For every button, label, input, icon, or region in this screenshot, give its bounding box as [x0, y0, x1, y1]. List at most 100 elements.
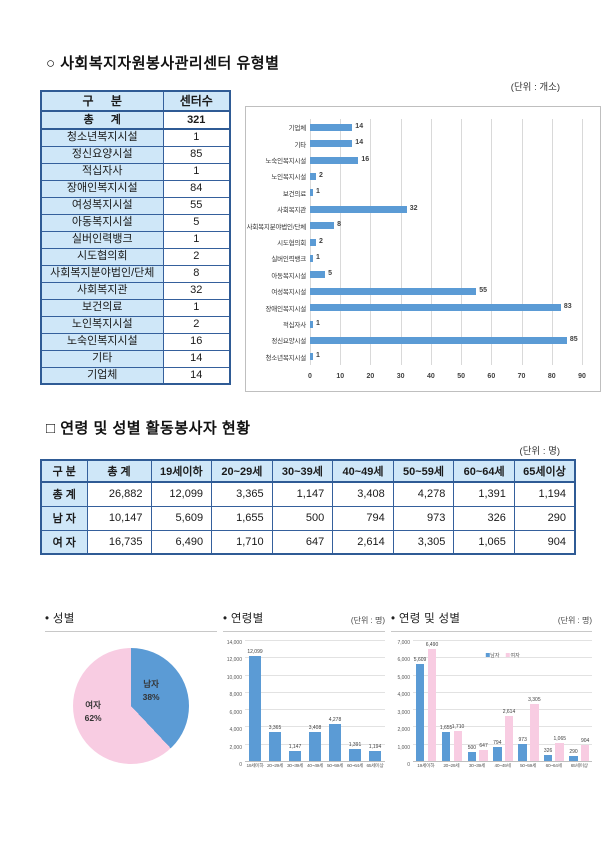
x-axis-labels: 19세이하 20~29세 30~39세 40~49세 50~59세 60~64세 65세이상 [413, 762, 592, 769]
y-tick-label: 1,000 [397, 744, 410, 751]
bar [580, 745, 590, 761]
pie-label-male: 남자 38% [142, 679, 160, 702]
bar-row: 사회복지관 32 [246, 201, 582, 217]
bar-value-label: 6,490 [425, 641, 439, 648]
row-value: 14 [162, 366, 231, 385]
bar-value-label: 647 [479, 742, 488, 749]
bar [453, 731, 463, 761]
bar-value-label: 290 [569, 749, 578, 755]
bars-container: 12,099 3,365 1,147 3,408 4,278 1,391 1,194 [245, 640, 385, 761]
column-header: 총 계 [86, 459, 152, 483]
bar-group: 500 647 [465, 640, 490, 761]
row-value: 32 [162, 281, 231, 300]
bar-group: 326 1,065 [541, 640, 566, 761]
row-label: 정신요양시설 [40, 145, 164, 164]
cell-value: 973 [392, 505, 455, 531]
gridline [245, 726, 385, 728]
bar-value-label: 85 [569, 335, 578, 343]
x-tick-label: 40 [426, 373, 435, 380]
table-row: 노인복지시설 2 [40, 315, 231, 334]
category-label: 노인복지시설 [271, 174, 306, 182]
bar-slot: 3,365 [265, 640, 285, 761]
bar [310, 156, 359, 164]
bar-value-label: 1 [316, 352, 320, 360]
bar-value-label: 1,710 [451, 724, 465, 731]
x-tick-label: 20~29세 [443, 764, 460, 769]
row-label: 보건의료 [40, 298, 164, 317]
row-label: 아동복지시설 [40, 213, 164, 232]
cell-value: 1,655 [211, 505, 273, 531]
row-value: 84 [162, 179, 231, 198]
bar-column: 794 [492, 640, 503, 761]
bar-row: 실버인력뱅크 1 [246, 250, 582, 266]
bar-slot: 1,194 [365, 640, 385, 761]
table-row: 총 계 26,882 12,099 3,365 1,147 3,408 4,278 1,391… [40, 481, 576, 507]
table-row: 실버인력뱅크 1 [40, 230, 231, 249]
row-label: 노인복지시설 [40, 315, 164, 334]
x-tick-label: 30 [396, 373, 405, 380]
gridline [413, 691, 592, 693]
bar-group: 794 2,614 [490, 640, 515, 761]
bar-group: 1,655 1,710 [439, 640, 465, 761]
x-tick-label: 50~59세 [520, 764, 537, 769]
bar-value-label: 1,065 [553, 735, 567, 742]
y-tick-label: 2,000 [397, 727, 410, 734]
male-swatch [485, 653, 490, 658]
gridline [245, 640, 385, 641]
bar-value-label: 4,278 [328, 717, 342, 724]
y-tick-label: 4,000 [229, 727, 242, 734]
cell-value: 16,735 [86, 529, 152, 555]
bar-value-label: 973 [518, 737, 527, 744]
x-tick-label: 70 [517, 373, 526, 380]
bar-column: 3,305 [528, 640, 541, 761]
x-tick-label: 50~59세 [326, 764, 344, 769]
bar [289, 751, 301, 761]
category-label: 실버인력뱅크 [271, 256, 306, 264]
x-tick-label: 10 [336, 373, 345, 380]
bar [310, 238, 317, 246]
gridline [245, 709, 385, 711]
plot-area: 남자 여자 5,609 6,490 1,655 1,710 500 647 794 2,614 97… [413, 640, 592, 762]
bar-track: 5 [310, 270, 582, 279]
row-value: 1 [162, 230, 231, 249]
row-label: 사회복지분야법인/단체 [40, 264, 164, 283]
gender-panel: • 성별 남자 38% 여자 62% [45, 610, 217, 764]
row-value: 2 [162, 247, 231, 266]
bar-track: 1 [310, 352, 582, 361]
table-row: 여 자 16,735 6,490 1,710 647 2,614 3,305 1,065 904 [40, 529, 576, 555]
table-row: 정신요양시설 85 [40, 145, 231, 164]
gridline [430, 119, 432, 365]
row-label: 장애인복지시설 [40, 179, 164, 198]
table-row: 총 계 321 [40, 110, 231, 130]
bar-slot: 4,278 [325, 640, 345, 761]
y-axis-labels: 14,000 12,000 10,000 8,000 6,000 4,000 2,000 0 [223, 640, 245, 768]
category-label: 청소년복지시설 [265, 354, 307, 362]
row-value: 321 [162, 110, 231, 130]
row-label: 기업체 [40, 366, 164, 385]
age-gender-table-body: 총 계 26,882 12,099 3,365 1,147 3,408 4,278 1,391… [40, 481, 576, 555]
age-panel-unit: (단위 : 명) [350, 616, 385, 625]
bar [543, 755, 553, 761]
cell-value: 1,391 [453, 481, 515, 507]
x-tick-label: 65세이상 [366, 764, 384, 769]
category-label: 사회복지분야법인/단체 [246, 223, 307, 231]
legend-item: 여자 [505, 652, 520, 659]
bar-row: 기타 14 [246, 135, 582, 151]
cell-value: 326 [453, 505, 515, 531]
bar-value-label: 500 [467, 745, 477, 752]
category-label: 사회복지관 [277, 207, 306, 215]
row-value: 55 [162, 196, 231, 215]
x-tick-label: 30~39세 [468, 764, 485, 769]
bar-row: 아동복지시설 5 [246, 267, 582, 283]
cell-value: 290 [513, 505, 576, 531]
bar-track: 16 [310, 156, 582, 164]
age-gender-panel-unit: (단위 : 명) [557, 616, 592, 625]
cell-value: 647 [271, 529, 334, 555]
x-tick-label: 60 [487, 373, 496, 380]
bar [555, 742, 564, 761]
age-gender-bar-chart: 7,000 6,000 5,000 4,000 3,000 2,000 1,000 0 남자 여자… [391, 640, 592, 769]
bar-row: 기업체 14 [246, 119, 582, 135]
bar-value-label: 1,147 [288, 744, 302, 751]
y-tick-label: 7,000 [397, 640, 410, 646]
row-label: 사회복지관 [40, 281, 164, 300]
